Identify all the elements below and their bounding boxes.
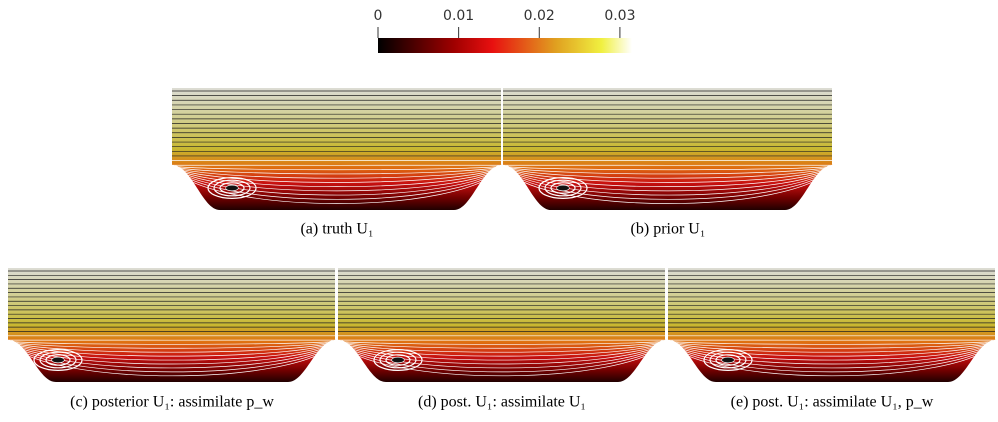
streamline (172, 167, 502, 200)
streamline (172, 166, 502, 187)
streamline (172, 166, 502, 192)
vortex-core (226, 185, 238, 191)
streamline (172, 166, 502, 179)
streamline (668, 341, 996, 349)
flow-panel (8, 268, 337, 382)
vortex-core (722, 357, 734, 363)
streamline (8, 341, 336, 353)
vortex (379, 351, 417, 369)
streamline (503, 167, 833, 204)
vortex-core (392, 357, 404, 363)
caption: (e) post. U₁: assimilate U₁, p_w (731, 394, 934, 411)
vortex (207, 177, 257, 200)
vortex (715, 354, 741, 366)
streamline (503, 166, 833, 187)
flow-panel (503, 88, 834, 210)
vortex (373, 349, 423, 372)
vortex (219, 182, 245, 194)
colorbar (378, 38, 632, 53)
caption: (c) posterior U₁: assimilate p_w (70, 394, 274, 411)
streamline (503, 167, 833, 200)
streamline (8, 342, 336, 373)
streamline (8, 342, 336, 369)
streamline (668, 341, 996, 357)
colorbar-tick-label: 0.02 (524, 8, 555, 24)
streamline (172, 166, 502, 183)
vortex (385, 354, 411, 366)
streamline (668, 341, 996, 365)
streamline (668, 340, 996, 345)
vortex (709, 351, 747, 369)
vortex (538, 177, 588, 200)
streamline (338, 341, 666, 365)
flow-panel (668, 268, 997, 382)
streamline (172, 165, 502, 171)
vortex (39, 351, 77, 369)
streamline (668, 341, 996, 353)
streamline (503, 166, 833, 175)
streamline (668, 342, 996, 377)
streamline (338, 341, 666, 349)
streamline (338, 340, 666, 345)
colorbar-tick-label: 0 (374, 8, 383, 24)
streamline (338, 341, 666, 361)
streamline (503, 166, 833, 192)
streamline (338, 342, 666, 373)
streamline (503, 166, 833, 183)
vortex (213, 179, 251, 197)
streamline (503, 165, 833, 171)
streamline (8, 341, 336, 361)
streamline (8, 340, 336, 345)
colorbar-tick-label: 0.03 (604, 8, 635, 24)
streamline (668, 342, 996, 369)
streamline (338, 341, 666, 357)
vortex (703, 349, 753, 372)
streamline (668, 341, 996, 361)
vortex-core (52, 357, 64, 363)
vortex (45, 354, 71, 366)
streamline (8, 341, 336, 349)
streamline (338, 342, 666, 377)
streamline (338, 341, 666, 353)
flow-panel (172, 88, 503, 210)
streamline (668, 342, 996, 373)
colorbar-tick-label: 0.01 (443, 8, 474, 24)
vortex (544, 179, 582, 197)
streamline (503, 167, 833, 196)
caption: (d) post. U₁: assimilate U₁ (418, 394, 586, 411)
streamline (172, 167, 502, 196)
streamline (503, 166, 833, 179)
streamline (338, 342, 666, 369)
streamline (8, 341, 336, 365)
flow-panel (338, 268, 667, 382)
streamline (172, 166, 502, 175)
vortex (33, 349, 83, 372)
streamline (8, 341, 336, 357)
vortex (550, 182, 576, 194)
caption: (b) prior U₁ (631, 221, 706, 238)
vortex-core (557, 185, 569, 191)
caption: (a) truth U₁ (300, 221, 373, 238)
streamline (172, 167, 502, 204)
